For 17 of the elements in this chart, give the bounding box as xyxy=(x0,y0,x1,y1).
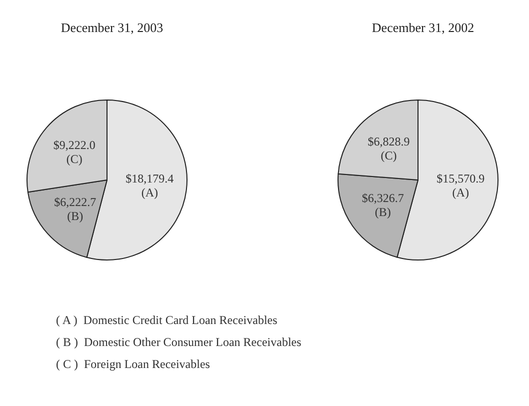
data-label: $6,828.9 xyxy=(368,134,410,148)
slice-label: (A) xyxy=(141,185,158,200)
data-label: $15,570.9 xyxy=(436,172,485,186)
data-label: $6,222.7 xyxy=(54,194,96,209)
slice-label: (B) xyxy=(67,208,84,223)
text: ( B ) Domestic Other Consumer Loan Receivables xyxy=(56,335,302,349)
data-label: $18,179.4 xyxy=(126,171,174,186)
chart-title: December 31, 2002 xyxy=(372,20,474,35)
text: ( C ) Foreign Loan Receivables xyxy=(56,357,210,371)
text: ( A ) Domestic Credit Card Loan Receivables xyxy=(56,313,278,327)
slice-label: (B) xyxy=(374,204,391,219)
data-label: $6,326.7 xyxy=(362,190,404,205)
data-label: $9,222.0 xyxy=(53,138,96,152)
chart-title: December 31, 2003 xyxy=(60,20,164,35)
slice-label: (C) xyxy=(66,152,82,166)
slice-label: (C) xyxy=(380,148,397,162)
slice-label: (A) xyxy=(452,186,469,200)
